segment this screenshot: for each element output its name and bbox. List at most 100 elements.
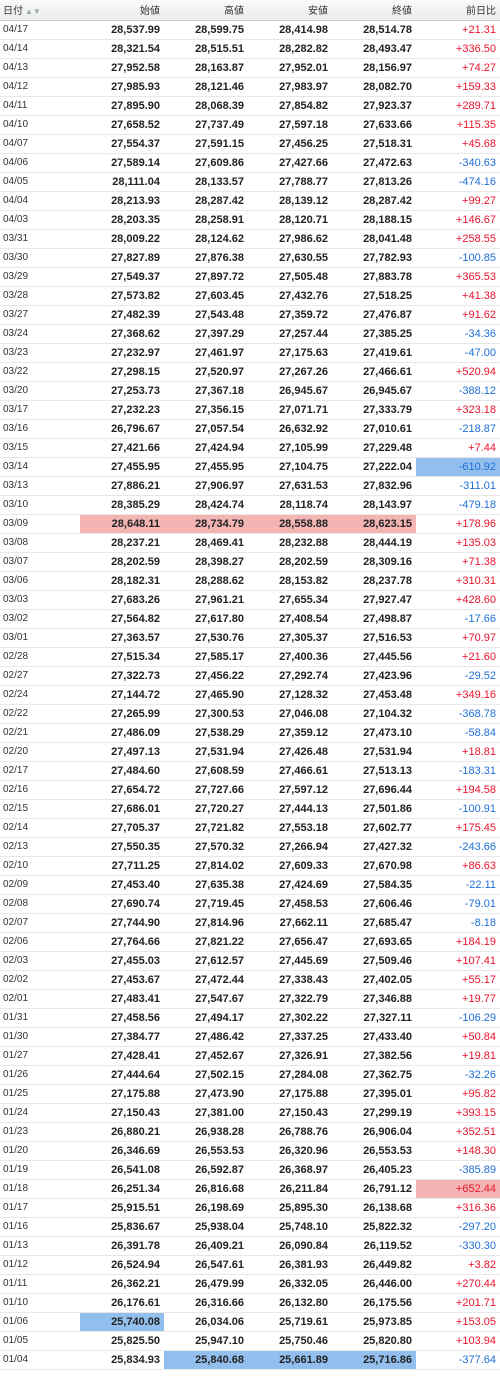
change-cell: -340.63 [416, 153, 500, 173]
open-cell: 27,428.41 [80, 1046, 164, 1066]
high-cell: 27,906.97 [164, 476, 248, 496]
close-cell: 28,309.16 [332, 552, 416, 572]
change-cell: +18.81 [416, 742, 500, 762]
high-column-header[interactable]: 高値 [164, 0, 248, 21]
change-cell: -218.87 [416, 419, 500, 439]
high-cell: 27,452.67 [164, 1046, 248, 1066]
table-row: 03/31 28,009.22 28,124.62 27,986.62 28,041.4… [0, 229, 500, 249]
open-cell: 27,482.39 [80, 305, 164, 325]
date-cell: 03/29 [0, 267, 80, 287]
low-cell: 25,748.10 [248, 1217, 332, 1237]
change-cell: -385.89 [416, 1160, 500, 1180]
close-cell: 27,883.78 [332, 267, 416, 287]
change-cell: -311.01 [416, 476, 500, 496]
table-row: 03/02 27,564.82 27,617.80 27,408.54 27,498.8… [0, 609, 500, 629]
table-row: 01/12 26,524.94 26,547.61 26,381.93 26,449.8… [0, 1255, 500, 1275]
low-cell: 26,381.93 [248, 1255, 332, 1275]
table-row: 01/05 25,825.50 25,947.10 25,750.46 25,820.8… [0, 1331, 500, 1351]
table-row: 01/18 26,251.34 26,816.68 26,211.84 26,791.1… [0, 1179, 500, 1199]
table-row: 02/13 27,550.35 27,570.32 27,266.94 27,427.3… [0, 837, 500, 857]
table-row: 02/16 27,654.72 27,727.66 27,597.12 27,696.4… [0, 780, 500, 800]
date-cell: 02/21 [0, 723, 80, 743]
open-cell: 28,321.54 [80, 39, 164, 59]
high-cell: 26,816.68 [164, 1179, 248, 1199]
table-row: 02/15 27,686.01 27,720.27 27,444.13 27,501.8… [0, 799, 500, 819]
date-column-header[interactable]: 日付 ▲▼ [0, 0, 80, 21]
date-cell: 03/27 [0, 305, 80, 325]
high-cell: 27,814.96 [164, 913, 248, 933]
table-row: 04/04 28,213.93 28,287.42 28,139.12 28,287.4… [0, 191, 500, 211]
low-cell: 26,320.96 [248, 1141, 332, 1161]
table-row: 04/10 27,658.52 27,737.49 27,597.18 27,633.6… [0, 115, 500, 135]
change-cell: -100.85 [416, 248, 500, 268]
open-cell: 28,237.21 [80, 533, 164, 553]
close-column-header[interactable]: 終値 [332, 0, 416, 21]
close-cell: 26,449.82 [332, 1255, 416, 1275]
change-cell: -79.01 [416, 894, 500, 914]
date-cell: 04/06 [0, 153, 80, 173]
low-cell: 27,046.08 [248, 704, 332, 724]
table-row: 03/09 28,648.11 28,734.79 28,558.88 28,623.1… [0, 514, 500, 534]
table-row: 04/03 28,203.35 28,258.91 28,120.71 28,188.1… [0, 210, 500, 230]
date-cell: 04/17 [0, 20, 80, 40]
close-cell: 27,498.87 [332, 609, 416, 629]
high-cell: 27,397.29 [164, 324, 248, 344]
table-row: 03/03 27,683.26 27,961.21 27,655.34 27,927.4… [0, 590, 500, 610]
close-cell: 28,156.97 [332, 58, 416, 78]
change-cell: +652.44 [416, 1179, 500, 1199]
open-cell: 27,421.66 [80, 438, 164, 458]
date-cell: 01/11 [0, 1274, 80, 1294]
low-cell: 26,788.76 [248, 1122, 332, 1142]
table-row: 02/06 27,764.66 27,821.22 27,656.47 27,693.6… [0, 932, 500, 952]
close-cell: 27,222.04 [332, 457, 416, 477]
open-cell: 28,203.35 [80, 210, 164, 230]
close-cell: 27,832.96 [332, 476, 416, 496]
change-cell: +323.18 [416, 400, 500, 420]
date-cell: 03/09 [0, 514, 80, 534]
change-cell: -34.36 [416, 324, 500, 344]
table-row: 01/19 26,541.08 26,592.87 26,368.97 26,405.2… [0, 1160, 500, 1180]
change-cell: +310.31 [416, 571, 500, 591]
high-cell: 27,486.42 [164, 1027, 248, 1047]
open-cell: 27,453.67 [80, 970, 164, 990]
date-cell: 01/19 [0, 1160, 80, 1180]
high-cell: 26,409.21 [164, 1236, 248, 1256]
close-cell: 25,820.80 [332, 1331, 416, 1351]
date-cell: 03/30 [0, 248, 80, 268]
change-cell: +352.51 [416, 1122, 500, 1142]
open-cell: 27,144.72 [80, 685, 164, 705]
low-cell: 28,153.82 [248, 571, 332, 591]
table-row: 04/13 27,952.58 28,163.87 27,952.01 28,156.9… [0, 58, 500, 78]
change-cell: +86.63 [416, 856, 500, 876]
date-cell: 04/03 [0, 210, 80, 230]
sort-arrows-icon[interactable]: ▲▼ [25, 7, 41, 17]
open-cell: 27,886.21 [80, 476, 164, 496]
open-cell: 27,686.01 [80, 799, 164, 819]
change-cell: +178.96 [416, 514, 500, 534]
open-cell: 27,658.52 [80, 115, 164, 135]
open-cell: 27,175.88 [80, 1084, 164, 1104]
table-row: 03/17 27,232.23 27,356.15 27,071.71 27,333.7… [0, 400, 500, 420]
date-cell: 04/07 [0, 134, 80, 154]
table-row: 02/17 27,484.60 27,608.59 27,466.61 27,513.1… [0, 761, 500, 781]
open-cell: 28,111.04 [80, 172, 164, 192]
open-cell: 26,346.69 [80, 1141, 164, 1161]
high-cell: 27,543.48 [164, 305, 248, 325]
date-cell: 02/17 [0, 761, 80, 781]
table-row: 03/16 26,796.67 27,057.54 26,632.92 27,010.6… [0, 419, 500, 439]
date-cell: 02/24 [0, 685, 80, 705]
low-cell: 27,302.22 [248, 1008, 332, 1028]
change-cell: +153.05 [416, 1312, 500, 1332]
change-column-header[interactable]: 前日比 [416, 0, 500, 21]
close-cell: 28,188.15 [332, 210, 416, 230]
date-cell: 03/24 [0, 324, 80, 344]
table-row: 01/31 27,458.56 27,494.17 27,302.22 27,327.1… [0, 1008, 500, 1028]
high-cell: 27,721.82 [164, 818, 248, 838]
low-cell: 27,983.97 [248, 77, 332, 97]
close-cell: 28,082.70 [332, 77, 416, 97]
low-column-header[interactable]: 安値 [248, 0, 332, 21]
open-column-header[interactable]: 始値 [80, 0, 164, 21]
change-cell: +336.50 [416, 39, 500, 59]
change-cell: +428.60 [416, 590, 500, 610]
high-cell: 27,737.49 [164, 115, 248, 135]
